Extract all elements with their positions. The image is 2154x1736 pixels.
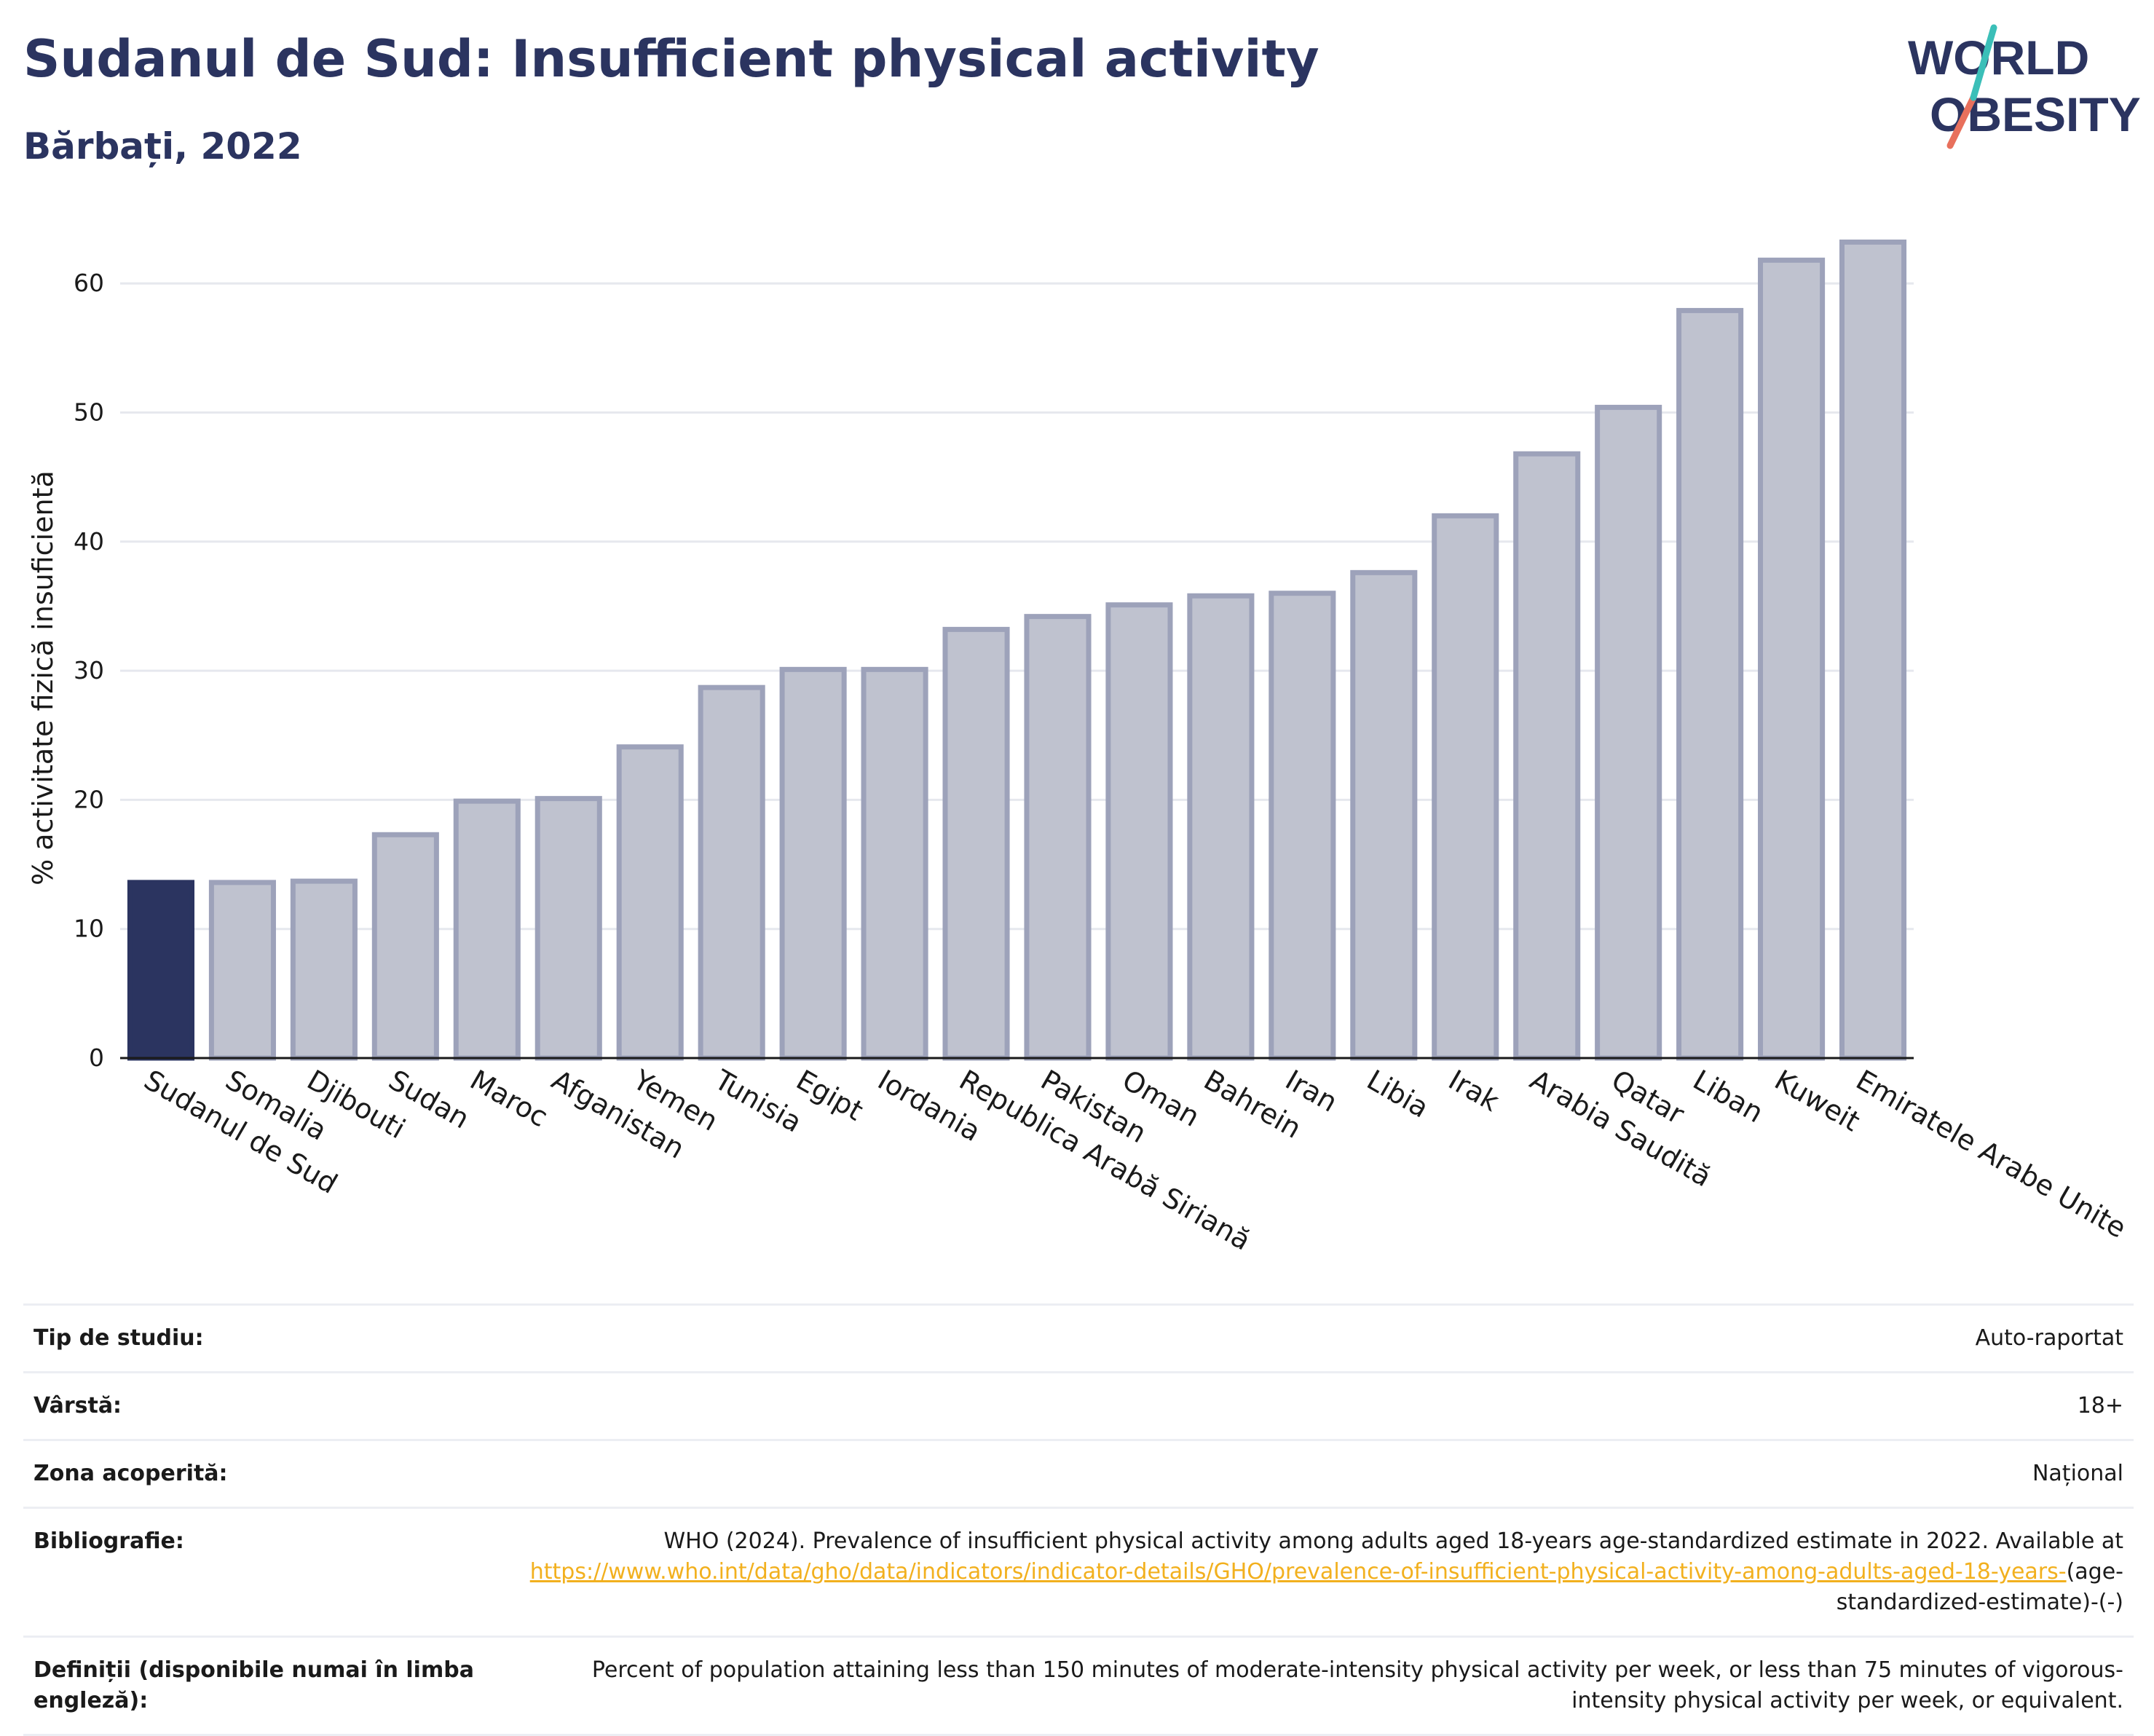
age-label: Vârstă:: [33, 1393, 122, 1419]
chart-subtitle: Bărbați, 2022: [23, 125, 302, 167]
x-tick-label: Liban: [1688, 1064, 1769, 1129]
x-tick-label: Emiratele Arabe Unite: [1851, 1064, 2132, 1244]
logo-slash-lower: [1946, 94, 1977, 149]
bar-arabia-saudită: [1513, 451, 1581, 1061]
bar-tunisia: [698, 684, 765, 1061]
world-obesity-logo: WORLD OBESITY: [1908, 24, 2141, 149]
bar-kuweit: [1758, 257, 1826, 1061]
bar-republica-arabă-siriană: [942, 626, 1010, 1061]
definitions-value: Percent of population attaining less tha…: [591, 1657, 2123, 1713]
y-axis-title: % activitate fizică insuficientă: [27, 470, 59, 885]
bar-sudan: [371, 832, 439, 1061]
bar-yemen: [616, 744, 684, 1061]
bibliography-suffix: (age-standardized-estimate)-(-): [1836, 1559, 2123, 1615]
x-tick-label: Tunisia: [709, 1063, 807, 1139]
chart-title: Sudanul de Sud: Insufficient physical ac…: [23, 29, 1319, 89]
metadata-table: Tip de studiu: Auto-raportat Vârstă: 18+…: [23, 1303, 2134, 1736]
coverage-value: Național: [2032, 1461, 2123, 1486]
definitions-label: Definiții (disponibile numai în limba en…: [33, 1657, 474, 1713]
bar-sudanul-de-sud: [127, 880, 195, 1061]
meta-row-bibliography: Bibliografie: WHO (2024). Prevalence of …: [23, 1507, 2134, 1636]
y-tick-label: 0: [89, 1043, 104, 1072]
bar-qatar: [1595, 404, 1662, 1061]
bar-iordania: [861, 666, 928, 1061]
bar-chart: 0 10 20 30 40 50 60 % activitate fizică insufic…: [27, 239, 2132, 1257]
bar-iran: [1269, 591, 1336, 1061]
bar-afganistan: [534, 796, 602, 1061]
bar-djibouti: [290, 878, 358, 1061]
bar-bahrein: [1187, 593, 1255, 1061]
meta-row-coverage: Zona acoperită: Național: [23, 1439, 2134, 1507]
bar-emiratele-arabe-unite: [1839, 239, 1907, 1061]
y-tick-label: 60: [74, 269, 104, 297]
logo-slash-upper: [1970, 24, 1997, 101]
bar-oman: [1105, 602, 1173, 1061]
y-tick-label: 50: [74, 398, 104, 427]
y-tick-label: 20: [74, 785, 104, 813]
y-tick-label: 40: [74, 527, 104, 556]
bibliography-value: WHO (2024). Prevalence of insufficient p…: [521, 1526, 2123, 1618]
bibliography-text: WHO (2024). Prevalence of insufficient p…: [663, 1528, 2123, 1554]
age-value: 18+: [2077, 1393, 2123, 1419]
coverage-label: Zona acoperită:: [33, 1461, 228, 1486]
study-type-value: Auto-raportat: [1975, 1325, 2123, 1351]
bar-pakistan: [1024, 614, 1092, 1061]
bibliography-label: Bibliografie:: [33, 1528, 184, 1554]
x-tick-label: Irak: [1443, 1064, 1504, 1118]
bibliography-link[interactable]: https://www.who.int/data/gho/data/indica…: [529, 1559, 2067, 1585]
meta-row-definitions: Definiții (disponibile numai în limba en…: [23, 1636, 2134, 1736]
bar-somalia: [208, 880, 276, 1061]
logo-line1: WORLD: [1908, 31, 2089, 84]
meta-row-age: Vârstă: 18+: [23, 1371, 2134, 1439]
bar-maroc: [453, 798, 521, 1061]
meta-row-study-type: Tip de studiu: Auto-raportat: [23, 1303, 2134, 1371]
x-tick-label: Maroc: [465, 1064, 553, 1134]
bar-liban: [1676, 307, 1744, 1061]
bar-irak: [1432, 513, 1499, 1061]
x-tick-label: Kuweit: [1770, 1064, 1866, 1138]
study-type-label: Tip de studiu:: [33, 1325, 204, 1351]
y-tick-label: 10: [74, 915, 104, 943]
x-tick-label: Libia: [1362, 1064, 1435, 1124]
bar-libia: [1350, 569, 1418, 1061]
y-tick-label: 30: [74, 656, 104, 684]
bar-egipt: [779, 666, 847, 1061]
